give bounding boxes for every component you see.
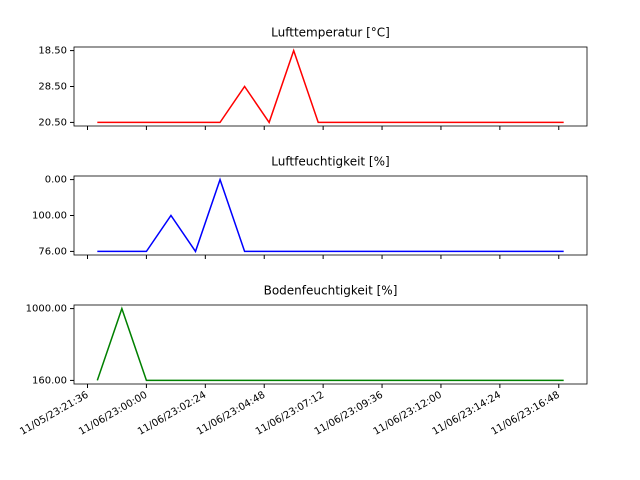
chart-title: Bodenfeuchtigkeit [%] [264, 284, 398, 298]
series-line [97, 177, 564, 254]
y-tick-label: 160.00 [32, 375, 67, 386]
chart-title: Lufttemperatur [°C] [271, 26, 390, 40]
series-line [96, 306, 564, 382]
y-tick-label: 28.50 [38, 82, 67, 93]
y-tick-label: 18.50 [38, 46, 67, 57]
y-tick-label: 20.50 [38, 117, 67, 128]
y-tick-label: 76.00 [38, 246, 67, 257]
y-tick-label: 1000.00 [26, 304, 67, 315]
series-line [97, 48, 564, 125]
y-tick-label: 100.00 [32, 211, 67, 222]
y-tick-label: 0.00 [45, 175, 67, 186]
axes-frame [73, 304, 588, 385]
axes-frame [73, 175, 588, 256]
axes-frame [73, 46, 588, 127]
chart-title: Luftfeuchtigkeit [%] [271, 155, 389, 169]
